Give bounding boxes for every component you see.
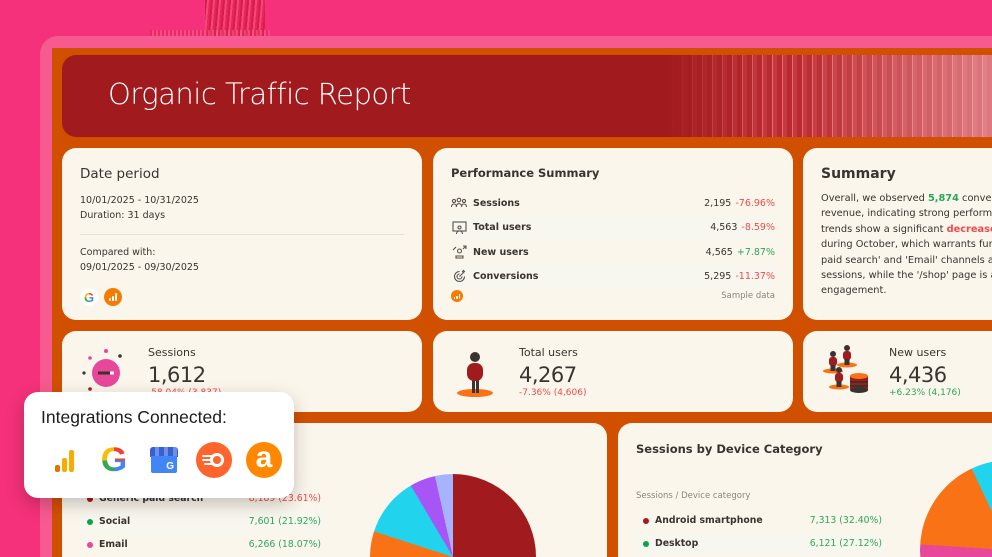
summary-text: Overall, we observed 5,874 conversions a… xyxy=(821,193,992,297)
date-range: 10/01/2025 - 10/31/2025 xyxy=(80,195,199,206)
compared-label: Compared with: xyxy=(80,247,156,258)
google-analytics-icon xyxy=(451,290,463,302)
integrations-title: Integrations Connected: xyxy=(41,407,227,427)
sessions-by-device-card: Sessions by Device Category Sessions / D… xyxy=(618,423,992,557)
kpi-value: 4,436 xyxy=(889,363,947,387)
google-business-profile-icon[interactable]: G xyxy=(146,442,182,478)
legend-dot xyxy=(87,541,93,548)
integrations-popover: Integrations Connected: G G a xyxy=(24,392,294,498)
google-analytics-icon xyxy=(104,288,122,306)
legend-row: Desktop 6,121 (27.12%) xyxy=(636,532,886,555)
device-card-subtitle: Sessions / Device category xyxy=(636,491,751,501)
semrush-icon[interactable] xyxy=(196,442,232,478)
people-group-icon xyxy=(451,196,467,210)
header-texture xyxy=(667,55,992,137)
channel-legend: Generic paid search 8,189 (23.61%) Socia… xyxy=(80,487,325,556)
kpi-label: Sessions xyxy=(148,346,196,359)
date-period-title: Date period xyxy=(80,166,160,182)
summary-card: Summary Overall, we observed 5,874 conve… xyxy=(803,148,992,320)
date-period-card: Date period 10/01/2025 - 10/31/2025 Dura… xyxy=(62,148,422,320)
kpi-delta: -7.36% (4,606) xyxy=(519,388,587,398)
channel-pie-chart[interactable] xyxy=(370,474,536,557)
target-icon xyxy=(451,269,467,284)
users-database-illustration-icon xyxy=(817,343,877,403)
report-header: Organic Traffic Report xyxy=(62,55,992,137)
duration: Duration: 31 days xyxy=(80,210,166,221)
presentation-user-icon xyxy=(451,221,467,235)
legend-dot xyxy=(643,540,649,547)
divider xyxy=(80,234,404,235)
google-icon[interactable]: G xyxy=(100,440,128,479)
kpi-value: 1,612 xyxy=(148,363,206,387)
legend-dot xyxy=(643,517,649,524)
legend-row: Email 6,266 (18.07%) xyxy=(80,533,325,556)
legend-row: Android smartphone 7,313 (32.40%) xyxy=(636,509,886,532)
kpi-value: 4,267 xyxy=(519,363,577,387)
kpi-new-users-card: New users 4,436 +6.23% (4,176) xyxy=(803,331,992,412)
legend-dot xyxy=(87,518,93,525)
page-title: Organic Traffic Report xyxy=(108,77,411,111)
person-illustration-icon xyxy=(447,343,507,403)
legend-row: Generic paid search 8,189 (23.61%) xyxy=(80,487,325,510)
perf-row-conversions: Conversions 5,295 -11.37% xyxy=(451,264,775,289)
perf-row-new-users: New users 4,565 +7.87% xyxy=(451,240,775,265)
perf-row-sessions: Sessions 2,195 -76.96% xyxy=(451,191,775,216)
ahrefs-icon[interactable]: a xyxy=(246,441,282,478)
compared-range: 09/01/2025 - 09/30/2025 xyxy=(80,262,199,273)
summary-title: Summary xyxy=(821,166,896,182)
device-legend: Android smartphone 7,313 (32.40%) Deskto… xyxy=(636,509,886,555)
kpi-label: Total users xyxy=(519,346,578,359)
kpi-delta: +6.23% (4,176) xyxy=(889,388,961,398)
sample-data-note: Sample data xyxy=(721,291,775,301)
perf-row-total-users: Total users 4,563 -8.59% xyxy=(451,215,775,240)
new-user-icon xyxy=(451,245,467,259)
legend-row: Social 7,601 (21.92%) xyxy=(80,510,325,533)
performance-summary-card: Performance Summary Sessions 2,195 -76.9… xyxy=(433,148,793,320)
legend-dot xyxy=(87,495,93,502)
device-pie-chart[interactable] xyxy=(920,460,992,557)
device-card-title: Sessions by Device Category xyxy=(636,442,823,456)
performance-summary-title: Performance Summary xyxy=(451,166,600,180)
kpi-total-users-card: Total users 4,267 -7.36% (4,606) xyxy=(433,331,793,412)
kpi-label: New users xyxy=(889,346,947,359)
google-analytics-icon[interactable] xyxy=(46,442,82,478)
google-icon: G xyxy=(80,288,98,306)
sessions-illustration-icon xyxy=(76,343,136,403)
